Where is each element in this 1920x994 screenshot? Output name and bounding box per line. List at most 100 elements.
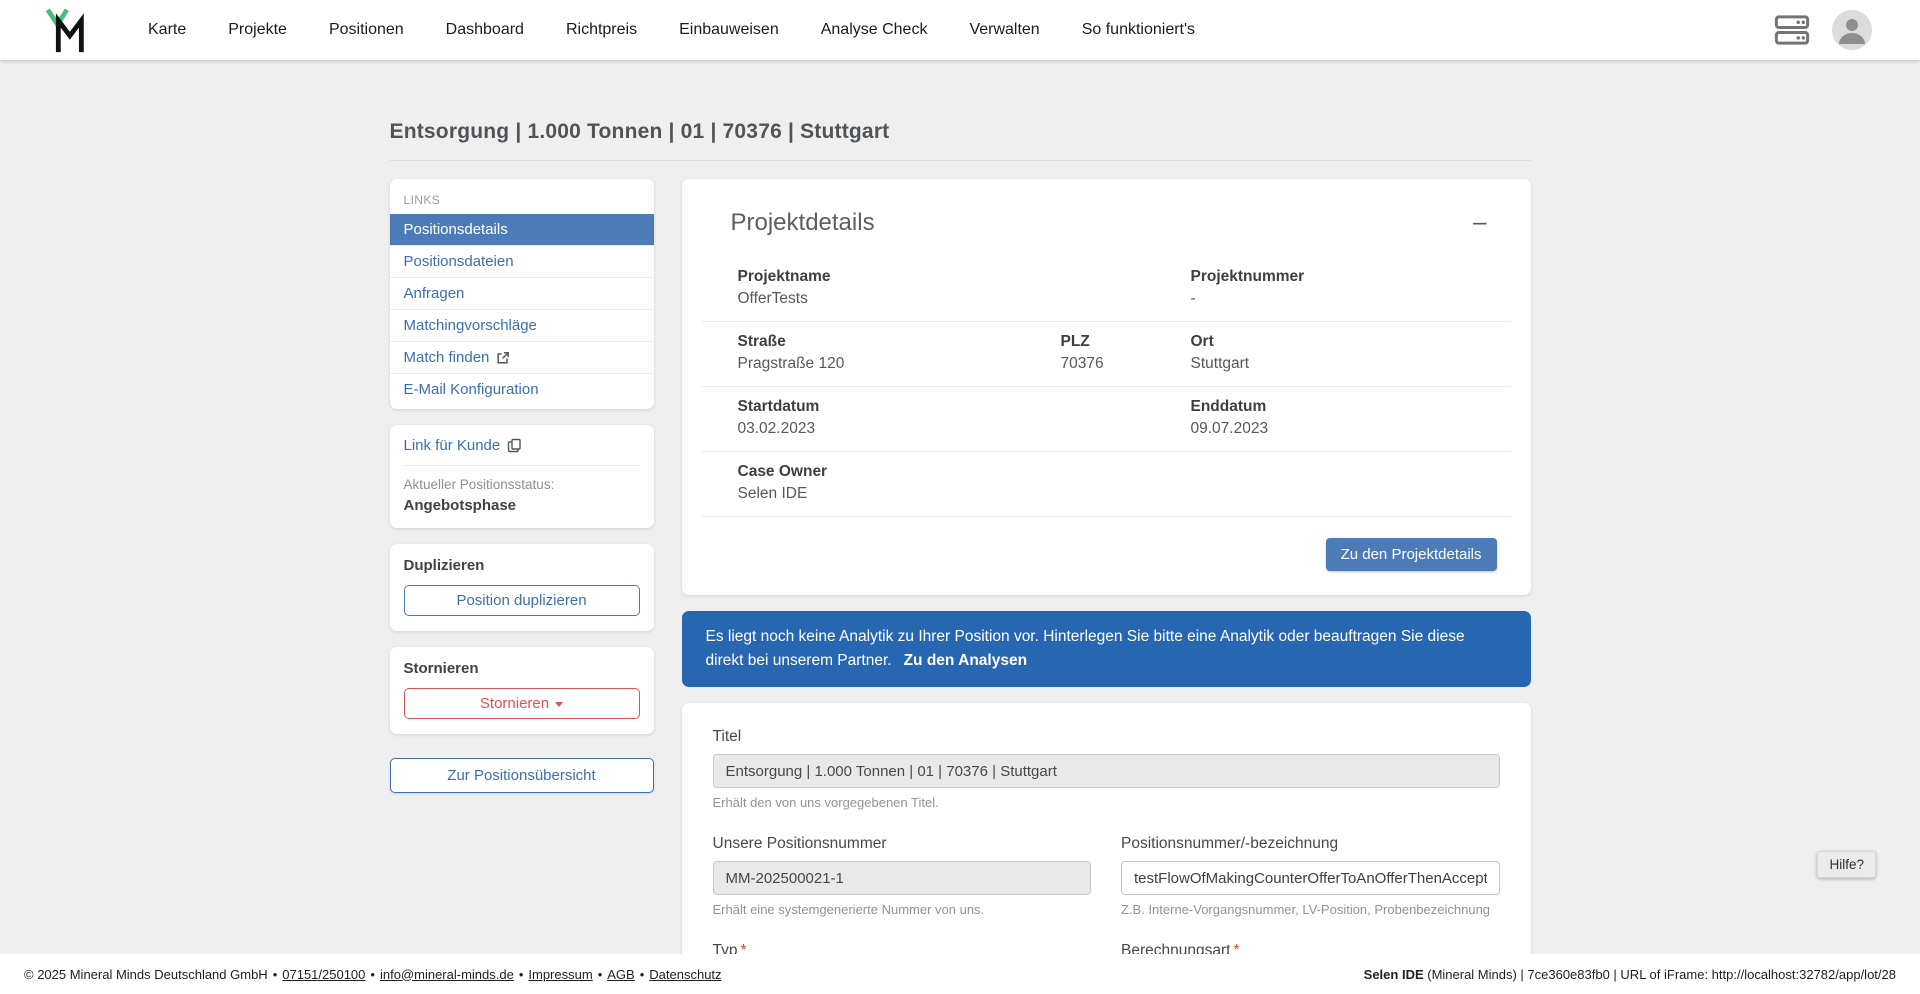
footer-session-info: Selen IDE (Mineral Minds) | 7ce360e83fb0… <box>1364 967 1896 982</box>
sidebar-links-card: LINKS Positionsdetails Positionsdateien … <box>389 179 654 409</box>
external-link-icon <box>496 351 510 365</box>
nav-item-einbauweisen[interactable]: Einbauweisen <box>679 21 779 38</box>
calculation-group: Berechnungsart* Preisoptimierung Wählen … <box>1121 942 1500 954</box>
field-value: 70376 <box>1060 355 1104 372</box>
designation-input[interactable] <box>1121 861 1500 896</box>
sidebar: LINKS Positionsdetails Positionsdateien … <box>389 179 654 793</box>
nav-item-analyse-check[interactable]: Analyse Check <box>820 21 928 38</box>
customer-link-label: Link für Kunde <box>403 437 501 454</box>
nav-item-positionen[interactable]: Positionen <box>328 21 404 38</box>
title-divider <box>389 160 1531 161</box>
field-value: OfferTests <box>737 290 808 307</box>
field-label: Case Owner <box>737 463 828 480</box>
help-button[interactable]: Hilfe? <box>1817 851 1876 878</box>
footer-separator: • <box>597 966 603 982</box>
field-label: Ort <box>1190 333 1214 350</box>
nav-item-dashboard[interactable]: Dashboard <box>445 21 524 38</box>
status-card: Link für Kunde Aktueller Positionsstatus… <box>389 425 654 528</box>
position-form-card: Titel Erhält den von uns vorgegebenen Ti… <box>681 703 1531 954</box>
cancel-dropdown-button[interactable]: Stornieren <box>403 688 640 719</box>
cancel-button-label: Stornieren <box>479 695 550 712</box>
top-navigation: Karte Projekte Positionen Dashboard Rich… <box>0 0 1920 60</box>
project-row-address: Straße Pragstraße 120 PLZ 70376 Ort Stut… <box>701 321 1511 386</box>
footer-separator: • <box>370 966 375 982</box>
footer-session-text: (Mineral Minds) | 7ce360e83fb0 | URL of … <box>1423 966 1896 982</box>
nav-item-verwalten[interactable]: Verwalten <box>969 21 1040 38</box>
project-details-card: Projektdetails – Projektname OfferTests <box>681 179 1531 595</box>
footer-separator: • <box>639 966 645 982</box>
field-label: PLZ <box>1060 333 1090 350</box>
project-row-owner: Case Owner Selen IDE <box>701 451 1511 517</box>
chevron-down-icon <box>555 701 564 707</box>
main-content: Projektdetails – Projektname OfferTests <box>681 179 1531 954</box>
collapse-icon[interactable]: – <box>1469 211 1490 235</box>
type-group: Typ* Entsorgung Wählen Sie hier die Art … <box>713 942 1092 954</box>
sidebar-item-label: E-Mail Konfiguration <box>403 381 539 398</box>
copy-icon <box>507 438 522 453</box>
position-number-help: Erhält eine systemgenerierte Nummer von … <box>712 902 985 918</box>
footer-impressum-link[interactable]: Impressum <box>528 966 593 982</box>
user-avatar-icon[interactable] <box>1832 10 1872 50</box>
footer-agb-link[interactable]: AGB <box>607 966 635 982</box>
sidebar-item-positionsdateien[interactable]: Positionsdateien <box>389 245 654 277</box>
cancel-card: Stornieren Stornieren <box>389 647 654 734</box>
nav-right-controls <box>1774 10 1872 50</box>
position-status-label: Aktueller Positionsstatus: <box>403 477 555 492</box>
field-label: Enddatum <box>1190 398 1267 415</box>
footer-copyright: © 2025 Mineral Minds Deutschland GmbH <box>24 966 268 982</box>
field-value: - <box>1190 290 1196 307</box>
sidebar-item-anfragen[interactable]: Anfragen <box>389 277 654 309</box>
sidebar-item-positionsdetails[interactable]: Positionsdetails <box>389 214 654 245</box>
footer-links: © 2025 Mineral Minds Deutschland GmbH • … <box>24 967 722 982</box>
links-header: LINKS <box>403 193 441 207</box>
project-details-button[interactable]: Zu den Projektdetails <box>1325 538 1497 571</box>
field-value: Pragstraße 120 <box>737 355 845 372</box>
title-field-group: Titel Erhält den von uns vorgegebenen Ti… <box>712 728 1500 810</box>
sidebar-item-label: Matchingvorschläge <box>403 317 537 334</box>
footer-datenschutz-link[interactable]: Datenschutz <box>649 966 722 982</box>
duplicate-card: Duplizieren Position duplizieren <box>389 544 654 631</box>
nav-item-so-funktionierts[interactable]: So funktioniert's <box>1081 21 1196 38</box>
type-label: Typ * <box>713 942 1092 954</box>
position-overview-button[interactable]: Zur Positionsübersicht <box>389 758 654 793</box>
mineral-minds-logo-icon[interactable] <box>44 6 88 54</box>
type-label-text: Typ <box>712 942 738 954</box>
sidebar-item-label: Anfragen <box>403 285 465 302</box>
nav-item-karte[interactable]: Karte <box>148 21 187 38</box>
footer-separator: • <box>272 966 278 982</box>
footer-separator: • <box>518 966 524 982</box>
field-value: Selen IDE <box>737 485 808 502</box>
designation-group: Positionsnummer/-bezeichnung Z.B. Intern… <box>1121 835 1500 917</box>
sidebar-item-match-finden[interactable]: Match finden <box>389 341 654 373</box>
sidebar-item-matchingvorschlaege[interactable]: Matchingvorschläge <box>389 309 654 341</box>
designation-label: Positionsnummer/-bezeichnung <box>1121 835 1339 853</box>
nav-menu: Karte Projekte Positionen Dashboard Rich… <box>148 21 1195 39</box>
position-number-input <box>712 861 1091 896</box>
required-marker: * <box>740 942 747 954</box>
sidebar-item-label: Positionsdateien <box>403 253 514 270</box>
position-number-group: Unsere Positionsnummer Erhält eine syste… <box>712 835 1091 918</box>
duplicate-header: Duplizieren <box>403 557 485 574</box>
banner-text: Es liegt noch keine Analytik zu Ihrer Po… <box>705 628 1465 670</box>
project-row-name: Projektname OfferTests Projektnummer - <box>702 257 1511 321</box>
footer-email-link[interactable]: info@mineral-minds.de <box>379 966 514 982</box>
nav-item-projekte[interactable]: Projekte <box>228 21 287 38</box>
calculation-label-text: Berechnungsart <box>1121 942 1231 954</box>
cancel-header: Stornieren <box>403 660 479 677</box>
nav-item-richtpreis[interactable]: Richtpreis <box>565 21 638 38</box>
calculation-label: Berechnungsart * <box>1121 942 1500 954</box>
field-label: Projektname <box>737 268 831 285</box>
customer-link[interactable]: Link für Kunde <box>403 437 640 466</box>
footer: © 2025 Mineral Minds Deutschland GmbH • … <box>0 954 1920 994</box>
analytics-info-banner: Es liegt noch keine Analytik zu Ihrer Po… <box>681 611 1531 688</box>
required-marker: * <box>1233 942 1240 954</box>
position-number-label: Unsere Positionsnummer <box>712 835 887 853</box>
footer-phone-link[interactable]: 07151/250100 <box>282 966 366 982</box>
sidebar-item-email-konfiguration[interactable]: E-Mail Konfiguration <box>389 373 654 405</box>
field-value: 09.07.2023 <box>1190 420 1269 437</box>
banner-analyses-link[interactable]: Zu den Analysen <box>903 652 1028 670</box>
duplicate-position-button[interactable]: Position duplizieren <box>403 585 640 616</box>
project-row-dates: Startdatum 03.02.2023 Enddatum 09.07.202… <box>701 386 1511 451</box>
server-icon[interactable] <box>1774 15 1810 45</box>
